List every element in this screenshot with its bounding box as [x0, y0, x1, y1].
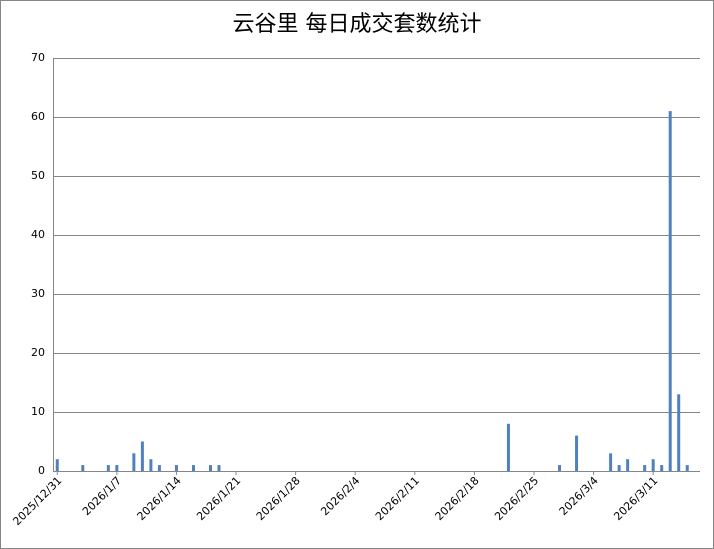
y-tick-label: 40 [31, 228, 45, 241]
bar [668, 111, 672, 471]
bar [174, 465, 178, 471]
y-tick-label: 50 [31, 169, 45, 182]
bar [643, 465, 647, 471]
bar [81, 465, 85, 471]
y-tick-label: 20 [31, 346, 45, 359]
y-tick-label: 30 [31, 287, 45, 300]
bar [626, 459, 630, 471]
bar [217, 465, 221, 471]
bar [106, 465, 110, 471]
bar [651, 459, 655, 471]
bar [685, 465, 689, 471]
bar [609, 453, 613, 471]
bar [157, 465, 161, 471]
bar [660, 465, 664, 471]
bar [149, 459, 153, 471]
bar [208, 465, 212, 471]
bar [115, 465, 119, 471]
bar [617, 465, 621, 471]
chart-title: 云谷里 每日成交套数统计 [233, 12, 482, 37]
bar [132, 453, 136, 471]
bar [575, 435, 579, 471]
bar [140, 441, 144, 471]
bar [558, 465, 562, 471]
y-tick-label: 0 [38, 464, 45, 477]
bar [55, 459, 59, 471]
bar [506, 423, 510, 471]
y-tick-label: 10 [31, 405, 45, 418]
bar [191, 465, 195, 471]
bar [677, 394, 681, 471]
y-tick-label: 70 [31, 51, 45, 64]
y-tick-label: 60 [31, 110, 45, 123]
